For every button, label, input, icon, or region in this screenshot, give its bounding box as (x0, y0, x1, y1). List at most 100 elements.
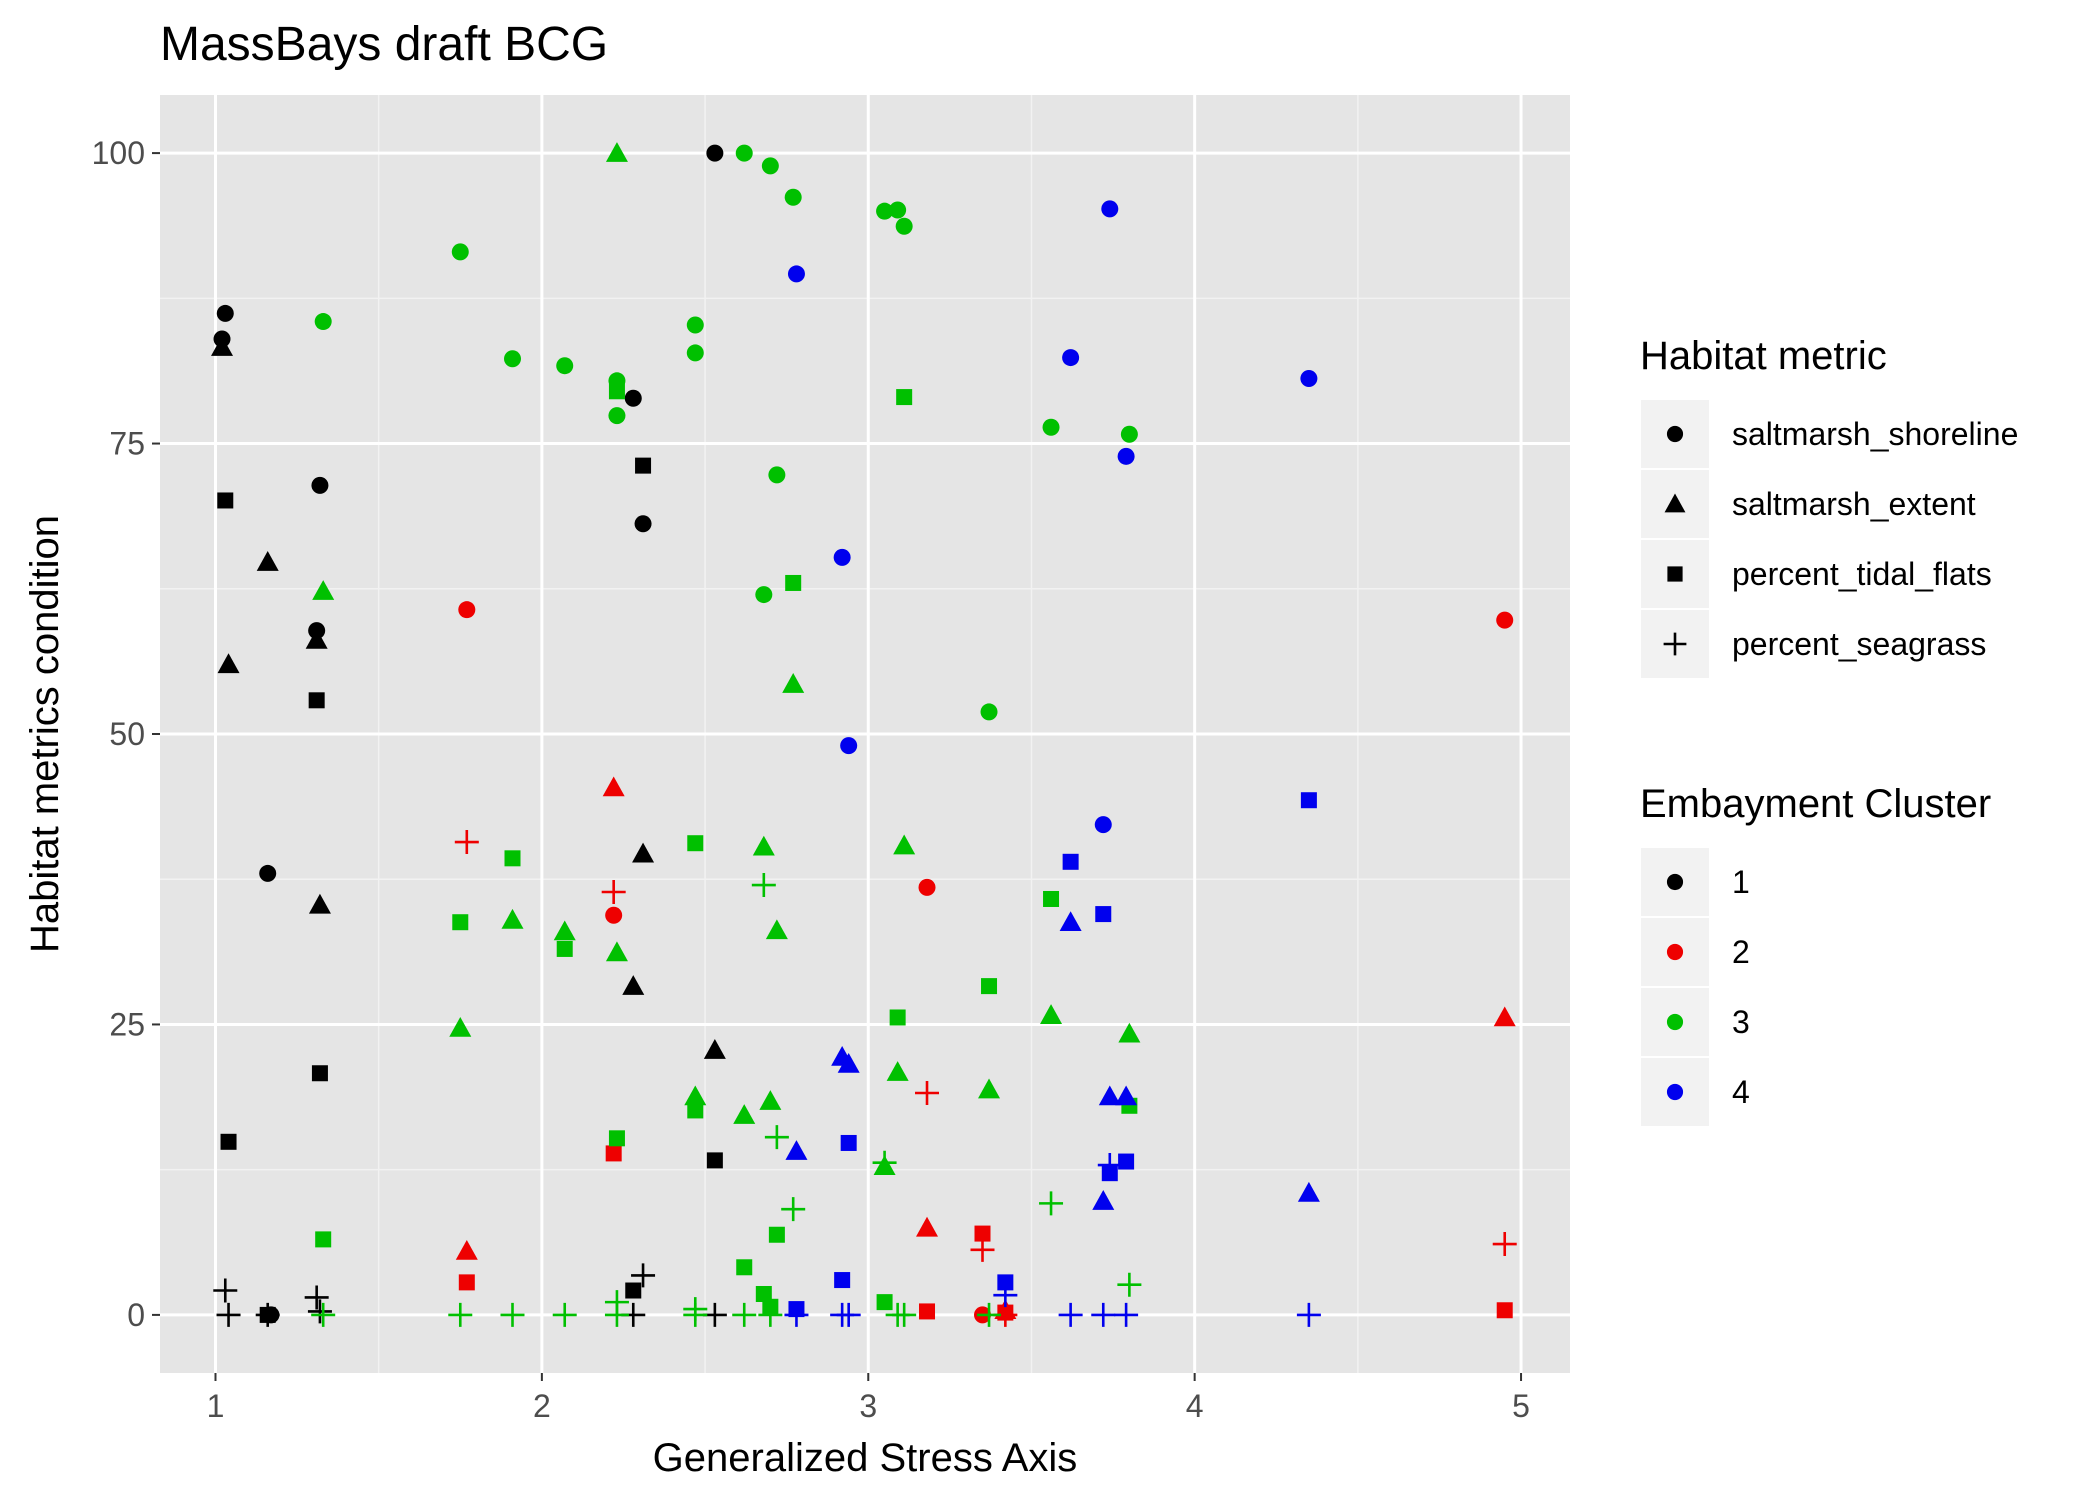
data-point-saltmarsh-extent-cluster-3 (893, 834, 916, 855)
data-point-percent-seagrass-cluster-1 (216, 1302, 241, 1327)
legend-label: percent_seagrass (1732, 626, 1986, 662)
data-point-percent-tidal-flats-cluster-4 (1300, 792, 1317, 809)
data-point-percent-tidal-flats-cluster-4 (840, 1134, 857, 1151)
data-point-saltmarsh-extent-cluster-4 (1098, 1085, 1121, 1106)
x-axis-title: Generalized Stress Axis (653, 1436, 1078, 1480)
data-points (211, 142, 1517, 1327)
data-point-saltmarsh-shoreline-cluster-4 (833, 548, 851, 566)
data-point-percent-tidal-flats-cluster-3 (687, 835, 704, 852)
data-point-saltmarsh-extent-cluster-3 (765, 919, 788, 940)
data-point-saltmarsh-shoreline-cluster-3 (784, 188, 802, 206)
data-point-percent-seagrass-cluster-2 (915, 1081, 940, 1105)
data-point-percent-tidal-flats-cluster-3 (687, 1102, 704, 1119)
legend-circle-icon (1666, 425, 1684, 443)
data-point-percent-seagrass-cluster-3 (751, 873, 776, 898)
data-point-percent-seagrass-cluster-1 (307, 1299, 332, 1324)
legend-cluster-3-icon (1666, 1013, 1684, 1031)
data-point-saltmarsh-extent-cluster-1 (308, 893, 331, 914)
data-point-percent-seagrass-cluster-3 (732, 1302, 757, 1327)
data-point-percent-tidal-flats-cluster-2 (605, 1145, 622, 1162)
data-point-saltmarsh-shoreline-cluster-3 (451, 243, 469, 261)
data-point-saltmarsh-extent-cluster-1 (211, 336, 234, 356)
data-point-percent-tidal-flats-cluster-2 (974, 1225, 991, 1242)
chart-title: MassBays draft BCG (160, 18, 608, 71)
data-point-percent-seagrass-cluster-3 (1117, 1272, 1142, 1297)
data-point-saltmarsh-shoreline-cluster-2 (605, 906, 623, 924)
data-point-percent-tidal-flats-cluster-3 (981, 978, 998, 995)
data-point-saltmarsh-shoreline-cluster-1 (706, 144, 724, 162)
legend-label: 3 (1732, 1004, 1750, 1040)
data-point-percent-tidal-flats-cluster-3 (896, 389, 913, 406)
data-point-percent-seagrass-cluster-1 (304, 1285, 329, 1310)
data-point-saltmarsh-shoreline-cluster-2 (458, 601, 476, 619)
data-point-saltmarsh-shoreline-cluster-4 (1117, 447, 1135, 465)
data-point-saltmarsh-shoreline-cluster-3 (889, 201, 907, 219)
data-point-saltmarsh-extent-cluster-3 (312, 580, 335, 600)
data-point-saltmarsh-shoreline-cluster-3 (895, 217, 913, 235)
data-point-percent-tidal-flats-cluster-4 (1118, 1153, 1135, 1170)
x-axis: 1 2 3 4 5 (207, 1373, 1530, 1424)
legend-label: saltmarsh_extent (1732, 486, 1976, 522)
x-tick-label: 1 (207, 1388, 225, 1424)
data-point-saltmarsh-shoreline-cluster-4 (1300, 369, 1318, 387)
data-point-percent-seagrass-cluster-3 (604, 1302, 629, 1327)
data-point-percent-tidal-flats-cluster-3 (504, 850, 521, 867)
data-point-percent-tidal-flats-cluster-1 (706, 1152, 723, 1169)
legend-habitat-metric-title: Habitat metric (1640, 334, 1887, 378)
data-point-saltmarsh-shoreline-cluster-3 (686, 344, 704, 362)
data-point-saltmarsh-shoreline-cluster-4 (1101, 200, 1119, 218)
data-point-saltmarsh-shoreline-cluster-4 (787, 265, 805, 283)
data-point-saltmarsh-extent-cluster-3 (752, 835, 775, 856)
legend-embayment-cluster: Embayment Cluster 1 2 3 4 (1639, 782, 1991, 1128)
data-point-saltmarsh-extent-cluster-2 (916, 1216, 939, 1237)
data-point-percent-seagrass-cluster-3 (758, 1302, 783, 1327)
data-point-percent-tidal-flats-cluster-3 (1043, 890, 1060, 907)
legend-label: 4 (1732, 1074, 1750, 1110)
data-point-saltmarsh-shoreline-cluster-1 (259, 864, 277, 882)
data-point-saltmarsh-extent-cluster-4 (1059, 911, 1082, 932)
y-tick-label: 100 (92, 135, 145, 171)
data-point-saltmarsh-extent-cluster-3 (501, 908, 524, 929)
data-point-saltmarsh-extent-cluster-3 (684, 1085, 707, 1106)
data-point-saltmarsh-shoreline-cluster-1 (624, 389, 642, 407)
data-point-percent-seagrass-cluster-3 (311, 1302, 336, 1327)
data-point-percent-tidal-flats-cluster-3 (876, 1294, 893, 1311)
data-point-percent-seagrass-cluster-4 (784, 1302, 809, 1327)
legend-triangle-icon (1664, 493, 1686, 513)
y-axis-title: Habitat metrics condition (23, 515, 67, 953)
y-axis: 0 25 50 75 100 (92, 135, 160, 1333)
data-point-saltmarsh-extent-cluster-3 (886, 1061, 909, 1081)
data-point-percent-tidal-flats-cluster-3 (556, 940, 573, 957)
data-point-percent-seagrass-cluster-2 (454, 830, 479, 855)
data-point-saltmarsh-extent-cluster-3 (449, 1016, 472, 1037)
data-point-percent-tidal-flats-cluster-3 (452, 914, 469, 931)
data-point-saltmarsh-shoreline-cluster-1 (634, 515, 652, 533)
data-point-percent-seagrass-cluster-2 (970, 1237, 995, 1262)
data-point-percent-seagrass-cluster-4 (1097, 1153, 1122, 1178)
data-point-saltmarsh-extent-cluster-1 (256, 551, 279, 571)
x-tick-label: 2 (533, 1388, 551, 1424)
data-point-percent-seagrass-cluster-2 (601, 880, 626, 905)
x-tick-label: 4 (1186, 1388, 1204, 1424)
data-point-saltmarsh-shoreline-cluster-3 (686, 316, 704, 334)
data-point-percent-tidal-flats-cluster-3 (736, 1259, 753, 1276)
data-point-saltmarsh-shoreline-cluster-3 (735, 144, 753, 162)
data-point-saltmarsh-extent-cluster-2 (1493, 1006, 1516, 1027)
legend-label: 2 (1732, 934, 1750, 970)
data-point-saltmarsh-shoreline-cluster-3 (314, 313, 332, 331)
data-point-saltmarsh-shoreline-cluster-4 (840, 737, 858, 755)
data-point-percent-seagrass-cluster-3 (683, 1297, 708, 1322)
data-point-saltmarsh-shoreline-cluster-3 (755, 586, 773, 604)
x-tick-label: 5 (1512, 1388, 1530, 1424)
data-point-saltmarsh-shoreline-cluster-3 (1120, 425, 1138, 443)
data-point-saltmarsh-shoreline-cluster-3 (980, 703, 998, 721)
legend-cluster-2-icon (1666, 943, 1684, 961)
data-point-percent-tidal-flats-cluster-1 (311, 1065, 328, 1082)
data-point-saltmarsh-extent-cluster-4 (1092, 1190, 1115, 1210)
y-tick-label: 25 (109, 1006, 145, 1042)
data-point-percent-tidal-flats-cluster-2 (458, 1274, 475, 1291)
data-point-saltmarsh-extent-cluster-4 (1115, 1085, 1138, 1106)
data-point-saltmarsh-extent-cluster-2 (602, 776, 625, 797)
data-point-saltmarsh-extent-cluster-1 (305, 628, 328, 649)
data-point-saltmarsh-extent-cluster-1 (217, 653, 240, 674)
